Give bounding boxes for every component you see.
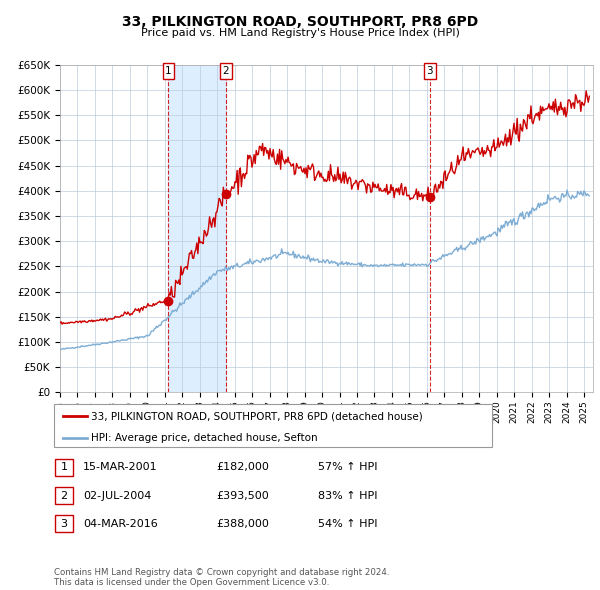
Text: 1: 1 [165, 66, 172, 76]
FancyBboxPatch shape [55, 516, 73, 532]
Text: 2: 2 [61, 491, 67, 500]
Text: 54% ↑ HPI: 54% ↑ HPI [318, 519, 377, 529]
Text: HPI: Average price, detached house, Sefton: HPI: Average price, detached house, Seft… [91, 432, 318, 442]
Text: 3: 3 [61, 519, 67, 529]
Text: 1: 1 [61, 463, 67, 472]
Text: £388,000: £388,000 [216, 519, 269, 529]
Text: £393,500: £393,500 [216, 491, 269, 500]
FancyBboxPatch shape [55, 459, 73, 476]
Text: 3: 3 [427, 66, 433, 76]
Bar [169, 65, 226, 392]
FancyBboxPatch shape [55, 487, 73, 504]
Text: 33, PILKINGTON ROAD, SOUTHPORT, PR8 6PD: 33, PILKINGTON ROAD, SOUTHPORT, PR8 6PD [122, 15, 478, 29]
Text: Price paid vs. HM Land Registry's House Price Index (HPI): Price paid vs. HM Land Registry's House … [140, 28, 460, 38]
Text: £182,000: £182,000 [216, 463, 269, 472]
Text: Contains HM Land Registry data © Crown copyright and database right 2024.
This d: Contains HM Land Registry data © Crown c… [54, 568, 389, 587]
FancyBboxPatch shape [54, 404, 492, 447]
Text: 33, PILKINGTON ROAD, SOUTHPORT, PR8 6PD (detached house): 33, PILKINGTON ROAD, SOUTHPORT, PR8 6PD … [91, 411, 423, 421]
Text: 2: 2 [223, 66, 229, 76]
Text: 02-JUL-2004: 02-JUL-2004 [83, 491, 151, 500]
Text: 15-MAR-2001: 15-MAR-2001 [83, 463, 157, 472]
Text: 04-MAR-2016: 04-MAR-2016 [83, 519, 158, 529]
Text: 57% ↑ HPI: 57% ↑ HPI [318, 463, 377, 472]
Text: 83% ↑ HPI: 83% ↑ HPI [318, 491, 377, 500]
